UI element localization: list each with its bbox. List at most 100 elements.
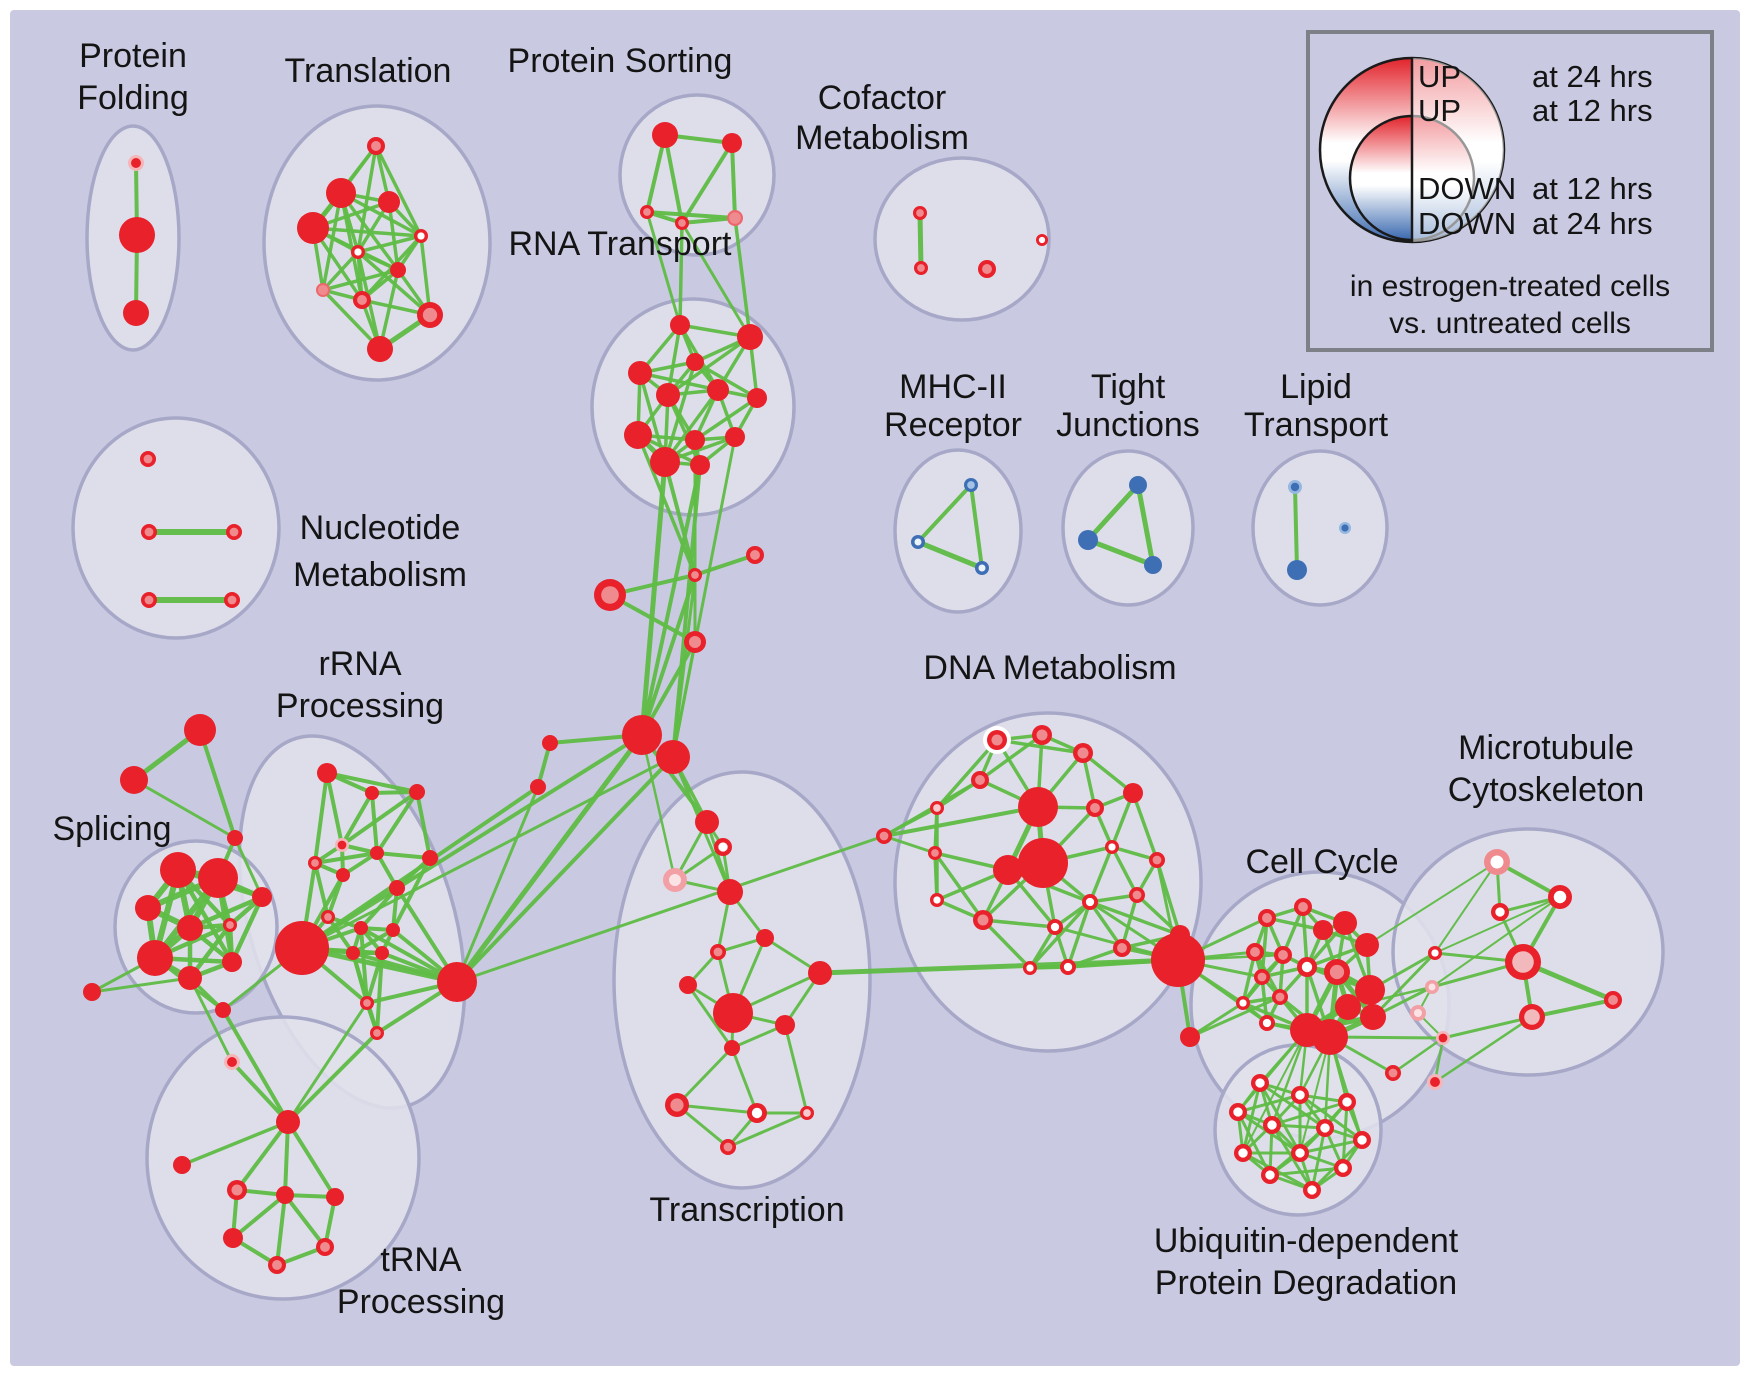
node-d15 <box>930 893 944 907</box>
node-r5 <box>308 856 322 870</box>
edge-u4-u2 <box>1434 896 1561 954</box>
node-core <box>1250 947 1260 957</box>
node-core <box>1608 995 1618 1005</box>
node-y7 <box>1274 946 1292 964</box>
node-y1 <box>1258 909 1276 927</box>
edge-rt12-rt5 <box>666 393 702 467</box>
node-d1 <box>983 726 1011 754</box>
edge-m1-m3 <box>969 483 984 570</box>
cluster-ellipse-mhc-ii-receptor <box>893 448 1023 614</box>
edge-y17-q8 <box>1242 1029 1308 1154</box>
node-d5 <box>1123 783 1143 803</box>
edge-s10-g1 <box>221 1008 290 1124</box>
edge-r1-r5 <box>313 771 329 865</box>
node-core <box>1495 907 1505 917</box>
node-n1 <box>140 451 156 467</box>
cluster-label-trna-processing-line1: tRNA <box>380 1241 462 1279</box>
node-rt4 <box>628 361 652 385</box>
cluster-label-rna-transport: RNA Transport <box>509 225 733 263</box>
cluster-ellipse-rna-transport <box>590 297 796 517</box>
node-ring <box>222 952 242 972</box>
node-ring <box>227 830 243 846</box>
edge-r15-d9 <box>455 834 886 984</box>
node-r1 <box>317 763 337 783</box>
node-core <box>1265 1170 1275 1180</box>
node-core <box>879 831 889 841</box>
edge-c12-c13 <box>675 1103 759 1115</box>
edge-d20-d22 <box>1066 946 1124 969</box>
node-core <box>967 481 975 489</box>
cluster-label-cell-cycle: Cell Cycle <box>1245 843 1398 881</box>
node-core <box>975 775 985 785</box>
cluster-label-nucleotide-metabolism-line1: Nucleotide <box>300 509 461 547</box>
node-core <box>914 538 922 546</box>
node-ps5 <box>727 210 743 226</box>
node-c5 <box>756 929 774 947</box>
node-x3 <box>227 830 243 846</box>
node-r7 <box>389 880 405 896</box>
edge-q7-q9 <box>1298 1138 1364 1155</box>
node-core <box>1553 890 1567 904</box>
node-ring <box>775 1015 795 1035</box>
node-core <box>144 527 154 537</box>
cluster-label-transcription: Transcription <box>649 1191 844 1229</box>
node-ring <box>1333 911 1357 935</box>
node-core <box>1524 1009 1540 1025</box>
edge-d17-d13 <box>1088 845 1114 904</box>
node-x2 <box>120 766 148 794</box>
node-core <box>1077 747 1089 759</box>
edge-rt10-hb6 <box>671 435 737 759</box>
node-core <box>1063 962 1073 972</box>
node-ring <box>173 1156 191 1174</box>
node-core <box>354 248 362 256</box>
node-ring <box>685 430 705 450</box>
node-core <box>917 264 925 272</box>
node-c6 <box>710 944 726 960</box>
node-q8 <box>1234 1144 1252 1162</box>
node-s5 <box>223 918 237 932</box>
node-core <box>803 1109 811 1117</box>
node-core <box>1438 1033 1448 1043</box>
edge-tj1-tj2 <box>1085 482 1141 543</box>
node-c11 <box>724 1040 740 1056</box>
node-g5 <box>326 1188 344 1206</box>
cluster-label-cofactor-metabolism-line2: Metabolism <box>795 119 969 157</box>
cluster-label-mhc-ii-receptor-line1: MHC-II <box>899 368 1007 406</box>
node-core <box>1036 729 1048 741</box>
edge-g4-g7 <box>283 1193 327 1249</box>
node-ring <box>378 191 400 213</box>
node-y12 <box>1272 989 1288 1005</box>
node-y14 <box>1259 1015 1275 1031</box>
node-rt2 <box>737 324 763 350</box>
node-core <box>1026 964 1034 972</box>
node-r3 <box>409 784 425 800</box>
edge-rt7-rt9 <box>693 396 759 442</box>
node-ring <box>628 361 652 385</box>
edge-x3-s9 <box>233 836 264 899</box>
node-c10 <box>775 1015 795 1035</box>
node-ring <box>1312 1019 1348 1055</box>
node-ring <box>707 379 729 401</box>
node-core <box>688 635 702 649</box>
node-ring <box>1287 560 1307 580</box>
edge-t1-t5 <box>374 144 423 238</box>
edge-t8-t11 <box>321 288 382 351</box>
node-d24 <box>1151 933 1205 987</box>
node-u8 <box>1519 1004 1545 1030</box>
edge-u7-u8 <box>1530 998 1615 1019</box>
node-core <box>311 859 319 867</box>
legend-down-24-label: DOWN <box>1418 206 1516 241</box>
node-c7 <box>679 976 697 994</box>
node-core <box>1431 949 1439 957</box>
node-ring <box>135 895 161 921</box>
node-cf4 <box>1036 234 1048 246</box>
cluster-label-splicing: Splicing <box>52 810 171 848</box>
node-tj2 <box>1078 530 1098 550</box>
node-core <box>1357 1135 1367 1145</box>
edge-q10-q11 <box>1268 1166 1345 1177</box>
edge-hb1-hb2 <box>693 553 757 577</box>
node-core <box>1295 1148 1305 1158</box>
node-core <box>131 158 141 168</box>
node-ring <box>650 447 680 477</box>
node-t10 <box>417 302 443 328</box>
